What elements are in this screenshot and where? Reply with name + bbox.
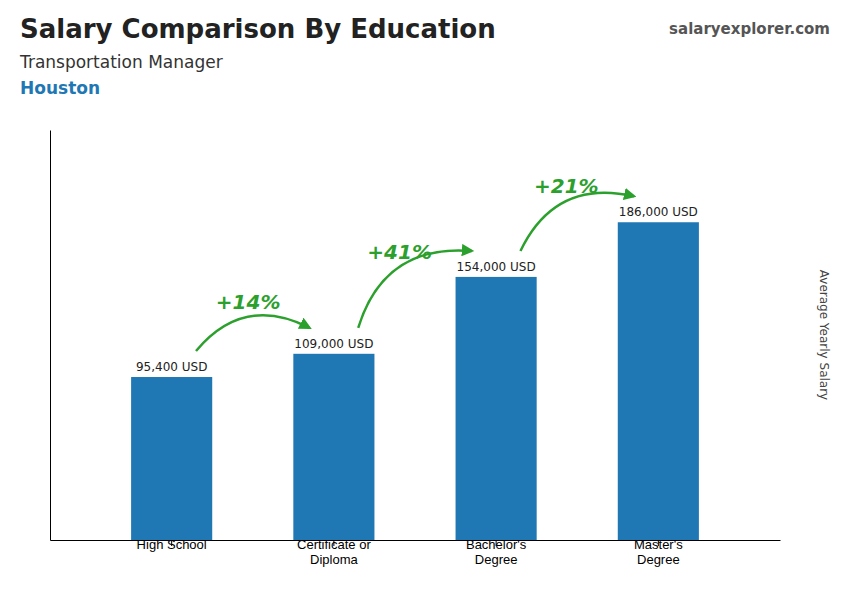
chart-container: Salary Comparison By Education Transporta… [0, 0, 850, 606]
subtitle: Transportation Manager [19, 52, 223, 72]
x-axis: High School Certificate orDiploma Bachelor… [51, 537, 781, 567]
arrow [520, 193, 634, 251]
data-label: 95,400 USD [136, 360, 207, 374]
chart-svg: Salary Comparison By Education Transporta… [0, 0, 850, 606]
bar [456, 277, 537, 540]
x-tick: High School [137, 537, 207, 552]
x-tick-label: Bachelor'sDegree [466, 537, 527, 567]
annotations: +14% +41% +21% [216, 174, 599, 314]
x-tick-label: Certificate orDiploma [297, 537, 371, 567]
annotation: +41% [367, 240, 432, 264]
arrows [196, 193, 634, 351]
y-axis-title: Average Yearly Salary [817, 270, 831, 400]
bars [131, 222, 699, 540]
x-tick: Master'sDegree [634, 537, 683, 567]
annotation: +14% [216, 290, 281, 314]
location: Houston [20, 78, 100, 98]
bar [618, 222, 699, 540]
source: salaryexplorer.com [669, 20, 830, 38]
data-label: 154,000 USD [457, 260, 536, 274]
data-label: 186,000 USD [619, 205, 698, 219]
data-labels: 95,400 USD 109,000 USD 154,000 USD 186,000 … [136, 205, 698, 374]
y-axis-line [50, 131, 51, 541]
x-tick: Certificate orDiploma [297, 537, 371, 567]
x-tick: Bachelor'sDegree [466, 537, 527, 567]
x-tick-label: Master'sDegree [634, 537, 683, 567]
arrow [196, 315, 310, 351]
x-tick-label: High School [137, 537, 207, 552]
title: Salary Comparison By Education [20, 14, 496, 44]
bar [293, 354, 374, 540]
data-label: 109,000 USD [294, 337, 373, 351]
annotation: +21% [534, 174, 599, 198]
y-axis [50, 131, 51, 541]
bar [131, 377, 212, 540]
